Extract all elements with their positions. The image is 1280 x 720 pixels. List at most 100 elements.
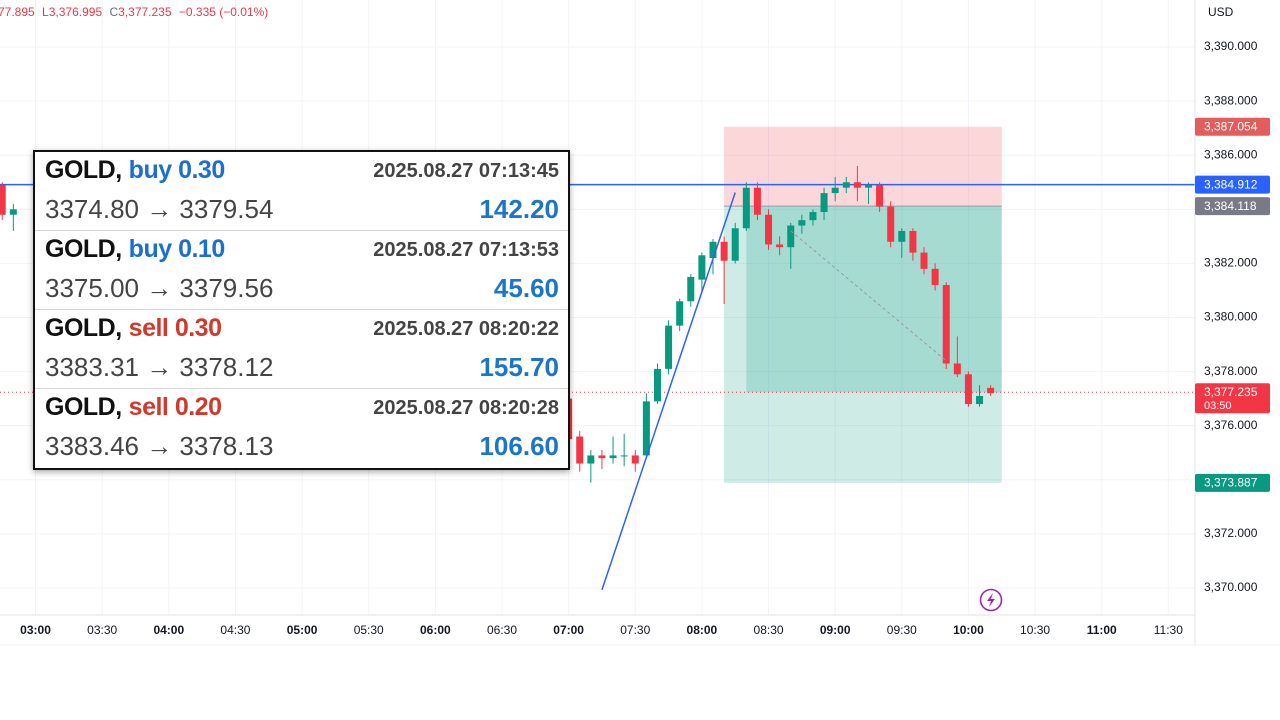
candle-body xyxy=(976,395,984,405)
chart-marks xyxy=(0,166,995,591)
y-tick-label: 3,388.000 xyxy=(1204,93,1258,107)
header-high: 77.895 xyxy=(0,5,35,19)
candle-body xyxy=(753,187,761,215)
candle-body xyxy=(742,187,750,229)
candle-body xyxy=(853,182,861,188)
trade-datetime: 2025.08.27 07:13:45 xyxy=(373,160,559,182)
y-tick-label: 3,372.000 xyxy=(1204,526,1258,540)
candle-body xyxy=(920,252,928,269)
y-tick-label: 3,380.000 xyxy=(1204,310,1258,324)
x-tick-label: 06:30 xyxy=(487,623,517,637)
trade-title: GOLD, sell 0.30 xyxy=(45,314,222,343)
candle-body xyxy=(809,212,817,221)
x-tick-label: 03:00 xyxy=(20,623,51,637)
candle-body xyxy=(953,363,961,375)
trade-profit: 142.20 xyxy=(479,194,559,224)
trade-side: buy 0.30 xyxy=(128,156,226,184)
candle-body xyxy=(698,255,706,280)
y-tick-label: 3,386.000 xyxy=(1204,147,1258,161)
event-icon[interactable] xyxy=(979,588,1003,612)
stop-zone xyxy=(724,126,1002,207)
header-close-label: C xyxy=(109,5,118,19)
price-tag xyxy=(1195,175,1270,194)
x-tick-label: 11:00 xyxy=(1087,623,1117,637)
y-tick-label: 3,376.000 xyxy=(1204,418,1258,432)
trade-row: GOLD, sell 0.30 2025.08.27 08:20:22 3383.31… xyxy=(35,310,568,389)
trade-row: GOLD, sell 0.20 2025.08.27 08:20:28 3383.46… xyxy=(35,389,568,468)
candle-body xyxy=(587,455,595,464)
candle-body xyxy=(653,368,661,402)
candle-body xyxy=(731,228,739,261)
price-tag xyxy=(1195,117,1270,136)
candle-body xyxy=(942,285,950,364)
candle-body xyxy=(909,230,917,253)
x-tick-label: 11:30 xyxy=(1154,623,1183,637)
candle-body xyxy=(831,187,839,194)
trade-symbol: GOLD, xyxy=(45,314,122,342)
candle-body xyxy=(665,325,673,369)
current-price-label: 3,377.235 xyxy=(1204,385,1258,399)
y-tick-label: 3,370.000 xyxy=(1204,580,1258,594)
y-tick-label: 3,382.000 xyxy=(1204,256,1258,270)
candle-body xyxy=(798,220,806,226)
y-tick-label: 3,378.000 xyxy=(1204,364,1258,378)
target-zone xyxy=(724,206,1002,483)
price-tag-label: 3,384.118 xyxy=(1204,199,1257,213)
x-tick-label: 05:30 xyxy=(354,623,384,637)
candle-body xyxy=(898,230,906,242)
current-price-tag xyxy=(1195,383,1270,414)
trade-row: GOLD, buy 0.30 2025.08.27 07:13:45 3374.80 … xyxy=(35,152,568,231)
trade-side: sell 0.20 xyxy=(128,393,222,421)
candle-body xyxy=(864,184,872,188)
trade-profit: 45.60 xyxy=(493,273,559,303)
candle-body xyxy=(776,244,784,248)
candle-body xyxy=(876,184,884,207)
x-tick-label: 08:30 xyxy=(754,623,784,637)
candle-body xyxy=(631,455,639,464)
candle-body xyxy=(676,301,684,326)
trade-title: GOLD, buy 0.10 xyxy=(45,235,225,264)
currency-label: USD xyxy=(1208,5,1234,19)
trade-prices: 3383.46 → 3378.13 xyxy=(45,431,274,461)
trade-profit: 155.70 xyxy=(479,352,559,382)
candle-body xyxy=(987,387,995,394)
candle-body xyxy=(765,214,773,245)
x-tick-label: 06:00 xyxy=(420,623,451,637)
price-tag xyxy=(1195,197,1270,216)
trade-title: GOLD, sell 0.20 xyxy=(45,393,222,422)
candle-body xyxy=(609,455,617,459)
trade-side: buy 0.10 xyxy=(128,235,226,263)
trade-prices: 3383.31 → 3378.12 xyxy=(45,352,274,382)
trade-symbol: GOLD, xyxy=(45,156,122,184)
x-tick-label: 10:00 xyxy=(953,623,984,637)
trade-row: GOLD, buy 0.10 2025.08.27 07:13:53 3375.00 … xyxy=(35,231,568,310)
header-change: −0.335 (−0.01%) xyxy=(179,5,268,19)
candle-body xyxy=(964,374,972,405)
chart-background xyxy=(0,0,1195,615)
trade-prices: 3374.80 → 3379.54 xyxy=(45,194,274,224)
candle-body xyxy=(787,225,795,248)
header-close: 3,377.235 xyxy=(118,5,172,19)
price-tag-label: 3,373.887 xyxy=(1204,476,1258,490)
candle-body xyxy=(709,241,717,259)
x-tick-label: 09:00 xyxy=(820,623,851,637)
header-low-label: L xyxy=(42,5,49,19)
x-tick-label: 09:30 xyxy=(887,623,917,637)
candle-body xyxy=(576,436,584,464)
trade-prices: 3375.00 → 3379.56 xyxy=(45,273,274,303)
trade-side: sell 0.30 xyxy=(128,314,222,342)
trade-datetime: 2025.08.27 07:13:53 xyxy=(373,239,559,261)
x-tick-label: 08:00 xyxy=(687,623,718,637)
y-tick-label: 3,390.000 xyxy=(1204,39,1258,53)
candle-body xyxy=(687,276,695,302)
trade-symbol: GOLD, xyxy=(45,393,122,421)
candle-body xyxy=(842,182,850,188)
price-tag-label: 3,387.054 xyxy=(1204,119,1258,133)
axes: USD 03:00 03:30 04:00 04:30 05:00 05:30 06:00 0… xyxy=(0,0,1280,646)
candle-body xyxy=(0,184,6,215)
x-tick-label: 04:30 xyxy=(220,623,250,637)
trade-profit: 106.60 xyxy=(479,431,559,461)
x-tick-label: 10:30 xyxy=(1020,623,1050,637)
